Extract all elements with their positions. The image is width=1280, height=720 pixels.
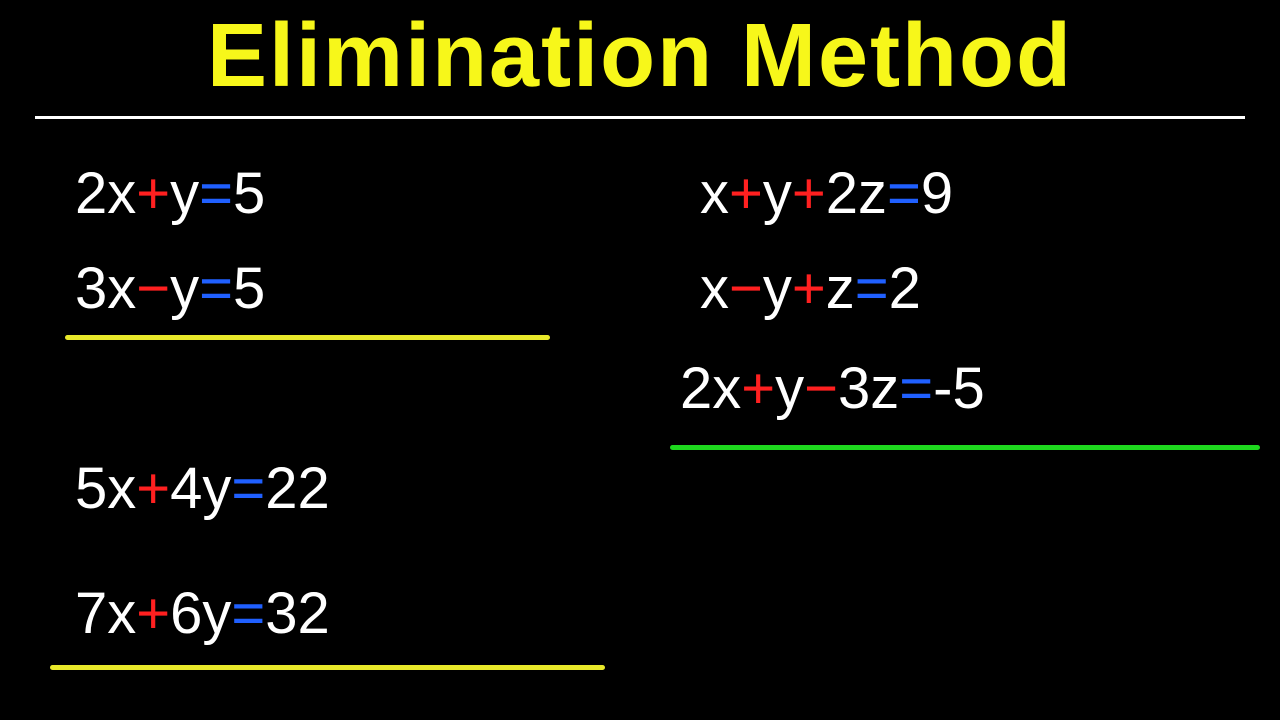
eq-token-var: y	[170, 255, 199, 322]
eq-token-var: 7x	[75, 580, 136, 647]
eq-token-var: 4y	[170, 455, 231, 522]
equation-1a: 2x + y = 5	[75, 160, 265, 227]
title-underline	[35, 116, 1245, 119]
eq-token-var: y	[775, 355, 804, 422]
eq-token-equals: =	[855, 255, 889, 322]
eq-token-num: -5	[933, 355, 985, 422]
eq-token-equals: =	[887, 160, 921, 227]
eq-token-equals: =	[231, 580, 265, 647]
eq-token-plus: +	[741, 355, 775, 422]
equation-3b: 7x + 6y = 32	[75, 580, 330, 647]
eq-token-minus: −	[804, 355, 838, 422]
equation-3a: 5x + 4y = 22	[75, 455, 330, 522]
eq-token-equals: =	[199, 160, 233, 227]
eq-token-plus: +	[792, 255, 826, 322]
eq-token-var: 2x	[75, 160, 136, 227]
eq-token-var: x	[700, 160, 729, 227]
eq-token-var: y	[763, 255, 792, 322]
eq-token-plus: +	[136, 455, 170, 522]
eq-token-num: 9	[921, 160, 953, 227]
eq-token-plus: +	[136, 160, 170, 227]
eq-token-var: 5x	[75, 455, 136, 522]
eq-token-var: 3x	[75, 255, 136, 322]
eq-token-plus: +	[792, 160, 826, 227]
eq-token-num: 22	[265, 455, 330, 522]
page-title: Elimination Method	[0, 0, 1280, 108]
eq-token-var: 2x	[680, 355, 741, 422]
eq-token-var: y	[763, 160, 792, 227]
equation-2b: x − y + z = 2	[700, 255, 921, 322]
eq-token-var: y	[170, 160, 199, 227]
eq-token-equals: =	[199, 255, 233, 322]
eq-token-var: 2z	[826, 160, 887, 227]
eq-token-num: 2	[889, 255, 921, 322]
eq-token-num: 5	[233, 255, 265, 322]
equation-1b: 3x − y = 5	[75, 255, 265, 322]
equation-2c: 2x + y − 3z = -5	[680, 355, 985, 422]
eq-token-var: 6y	[170, 580, 231, 647]
eq-token-num: 5	[233, 160, 265, 227]
equation-2a: x + y + 2z = 9	[700, 160, 953, 227]
eq-token-equals: =	[231, 455, 265, 522]
underline-system-3	[50, 665, 605, 670]
eq-token-var: z	[826, 255, 855, 322]
underline-system-1	[65, 335, 550, 340]
eq-token-minus: −	[729, 255, 763, 322]
underline-system-2	[670, 445, 1260, 450]
eq-token-var: x	[700, 255, 729, 322]
eq-token-num: 32	[265, 580, 330, 647]
eq-token-plus: +	[729, 160, 763, 227]
eq-token-minus: −	[136, 255, 170, 322]
eq-token-plus: +	[136, 580, 170, 647]
eq-token-var: 3z	[838, 355, 899, 422]
eq-token-equals: =	[899, 355, 933, 422]
